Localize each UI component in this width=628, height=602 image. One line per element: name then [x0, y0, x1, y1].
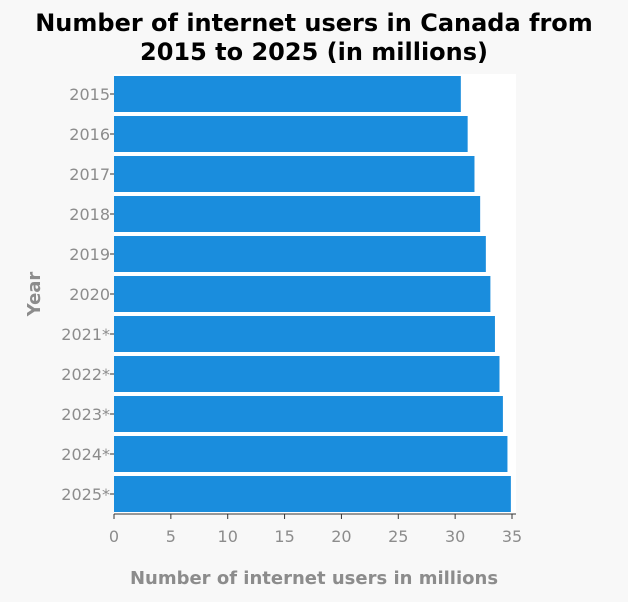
- y-tick-label: 2020: [69, 285, 110, 304]
- x-tick-label: 25: [388, 527, 408, 546]
- x-tick-label: 15: [274, 527, 294, 546]
- bar: [114, 196, 481, 232]
- bar: [114, 316, 495, 352]
- x-tick-label: 30: [445, 527, 465, 546]
- bar: [114, 156, 475, 192]
- y-tick-label: 2025*: [61, 485, 110, 504]
- bars: [114, 76, 511, 512]
- bar: [114, 276, 491, 312]
- bar: [114, 396, 503, 432]
- bar: [114, 476, 511, 512]
- y-tick-label: 2024*: [61, 445, 110, 464]
- bar: [114, 356, 500, 392]
- x-tick-label: 0: [109, 527, 119, 546]
- bar: [114, 436, 508, 472]
- y-tick-label: 2017: [69, 165, 110, 184]
- y-tick-label: 2016: [69, 125, 110, 144]
- chart-title-line-2: 2015 to 2025 (in millions): [140, 38, 488, 66]
- y-tick-label: 2023*: [61, 405, 110, 424]
- bar: [114, 76, 461, 112]
- x-axis-label: Number of internet users in millions: [130, 568, 498, 589]
- y-axis-label: Year: [24, 272, 45, 318]
- y-tick-label: 2018: [69, 205, 110, 224]
- bar: [114, 116, 468, 152]
- x-axis-ticks: 0 5 10 15 20 25 30 35: [109, 514, 522, 546]
- y-tick-label: 2021*: [61, 325, 110, 344]
- y-axis-ticks: 2015 2016 2017 2018 2019 2020 2021* 2022* 2023* 2…: [61, 85, 114, 504]
- chart-title-line-1: Number of internet users in Canada from: [35, 9, 593, 37]
- y-tick-label: 2019: [69, 245, 110, 264]
- bar: [114, 236, 486, 272]
- x-tick-label: 35: [502, 527, 522, 546]
- x-tick-label: 5: [166, 527, 176, 546]
- x-tick-label: 10: [218, 527, 238, 546]
- x-tick-label: 20: [331, 527, 351, 546]
- y-tick-label: 2022*: [61, 365, 110, 384]
- y-tick-label: 2015: [69, 85, 110, 104]
